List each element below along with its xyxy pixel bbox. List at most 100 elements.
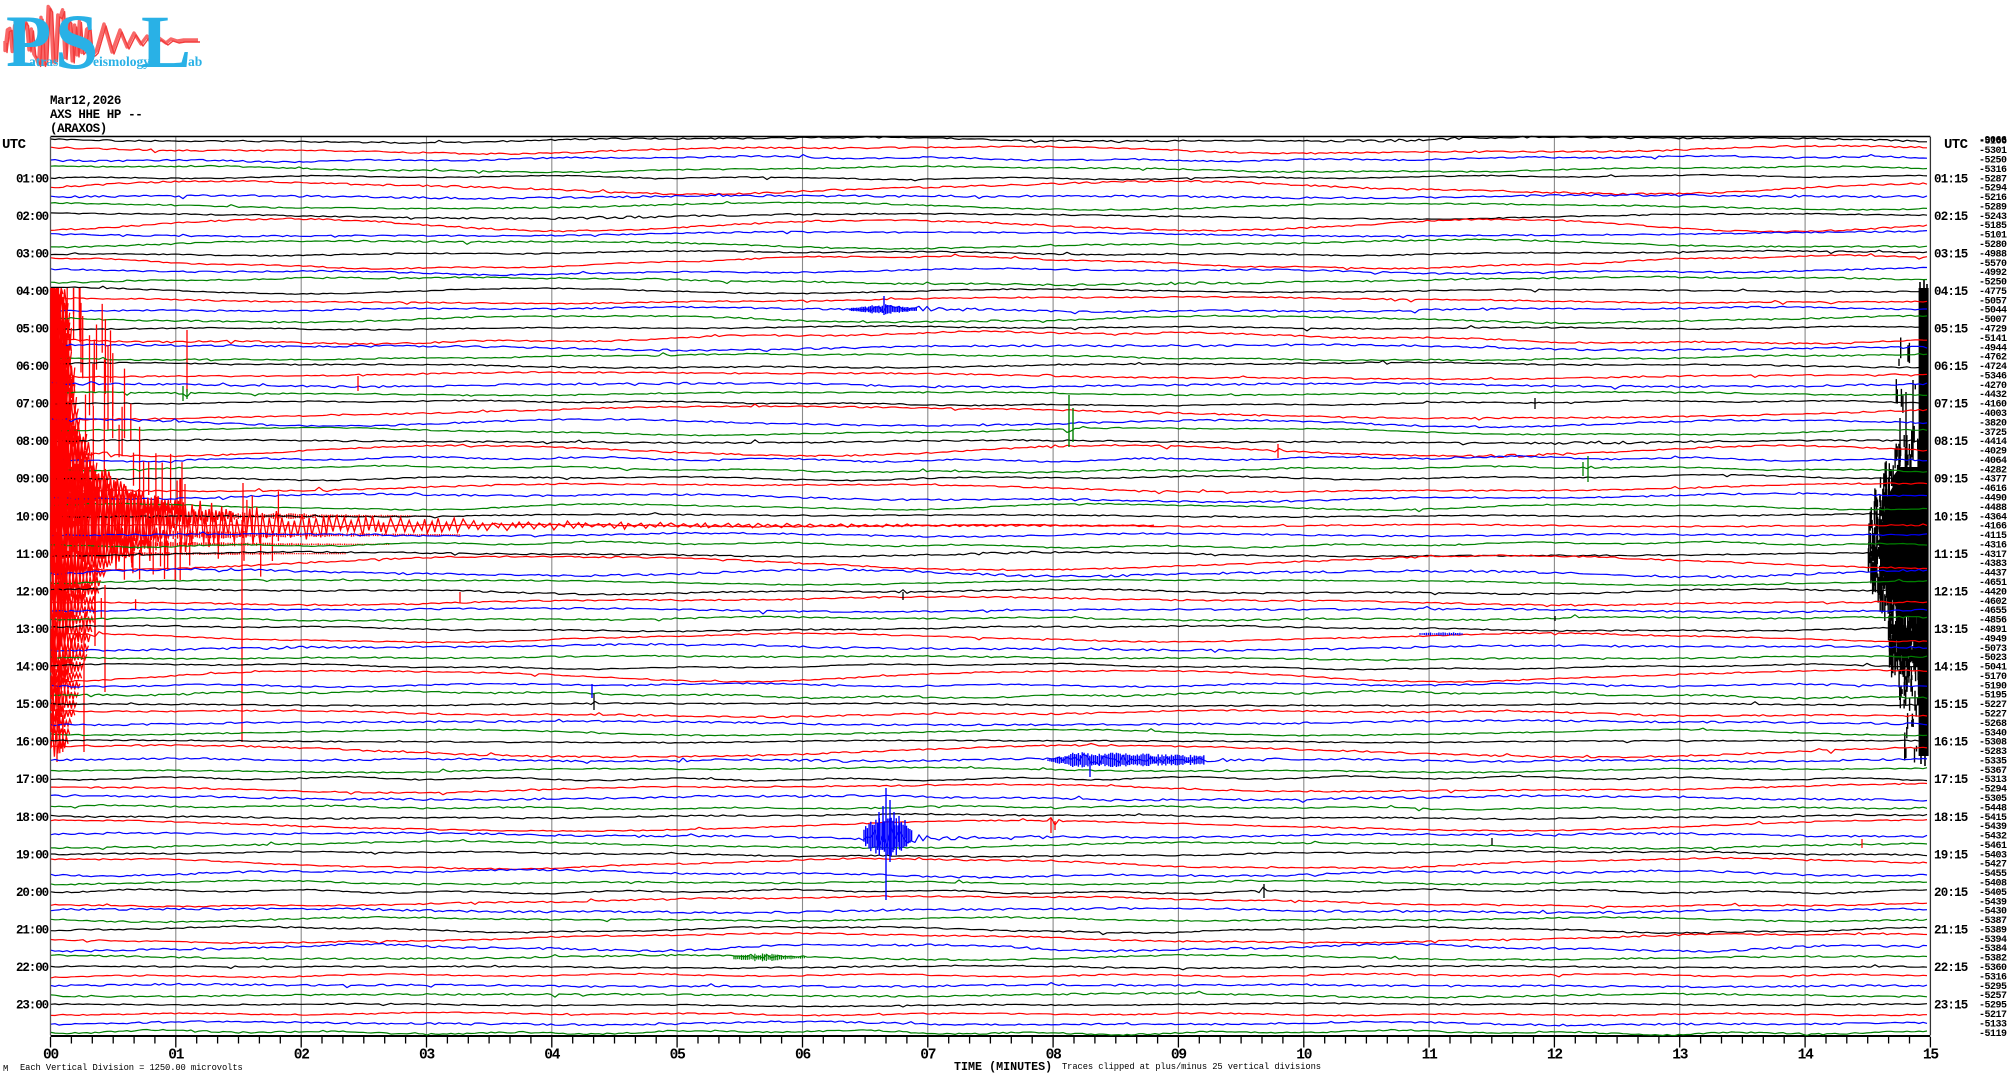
- svg-text:-5268: -5268: [1979, 719, 2007, 730]
- svg-text:22:15: 22:15: [1934, 961, 1968, 975]
- svg-text:-4364: -4364: [1979, 512, 2007, 523]
- svg-text:-5243: -5243: [1979, 212, 2007, 223]
- svg-text:-5448: -5448: [1979, 803, 2007, 814]
- svg-text:-5289: -5289: [1979, 202, 2007, 213]
- svg-text:-4115: -4115: [1979, 531, 2007, 542]
- svg-text:20:00: 20:00: [16, 886, 49, 900]
- svg-text:-9066: -9066: [1979, 136, 2007, 147]
- svg-text:11: 11: [1422, 1048, 1439, 1064]
- svg-text:-4724: -4724: [1979, 362, 2007, 373]
- svg-text:-5133: -5133: [1979, 1019, 2007, 1030]
- svg-text:(ARAXOS): (ARAXOS): [50, 122, 107, 136]
- svg-text:08: 08: [1046, 1048, 1062, 1064]
- svg-text:-5367: -5367: [1979, 766, 2007, 777]
- svg-text:-5439: -5439: [1979, 897, 2007, 908]
- svg-text:UTC: UTC: [1944, 137, 1969, 153]
- svg-text:-5294: -5294: [1979, 184, 2007, 195]
- svg-text:20:15: 20:15: [1934, 886, 1968, 900]
- svg-text:-5360: -5360: [1979, 963, 2007, 974]
- svg-text:-5250: -5250: [1979, 278, 2007, 289]
- svg-text:M: M: [3, 1064, 8, 1074]
- svg-text:-5044: -5044: [1979, 306, 2007, 317]
- svg-text:-5415: -5415: [1979, 813, 2007, 824]
- svg-text:-5432: -5432: [1979, 832, 2007, 843]
- svg-text:-4775: -4775: [1979, 287, 2007, 298]
- svg-text:-4377: -4377: [1979, 475, 2007, 486]
- svg-text:06:00: 06:00: [16, 360, 49, 374]
- svg-text:-5570: -5570: [1979, 259, 2007, 270]
- svg-text:-5023: -5023: [1979, 653, 2007, 664]
- svg-text:-4488: -4488: [1979, 503, 2007, 514]
- svg-text:-5294: -5294: [1979, 785, 2007, 796]
- svg-text:-5287: -5287: [1979, 174, 2007, 185]
- svg-text:-5283: -5283: [1979, 747, 2007, 758]
- svg-text:-4988: -4988: [1979, 249, 2007, 260]
- svg-text:-5227: -5227: [1979, 710, 2007, 721]
- svg-text:05:00: 05:00: [16, 323, 49, 337]
- svg-text:-5195: -5195: [1979, 691, 2007, 702]
- svg-text:Traces clipped at plus/minus 2: Traces clipped at plus/minus 25 vertical…: [1062, 1062, 1321, 1072]
- svg-text:-4655: -4655: [1979, 606, 2007, 617]
- svg-text:-4166: -4166: [1979, 522, 2007, 533]
- svg-text:-5257: -5257: [1979, 991, 2007, 1002]
- svg-text:16:15: 16:15: [1934, 736, 1968, 750]
- svg-text:03:00: 03:00: [16, 247, 49, 261]
- svg-text:-4949: -4949: [1979, 634, 2007, 645]
- svg-text:-4762: -4762: [1979, 353, 2007, 364]
- svg-text:-4414: -4414: [1979, 437, 2007, 448]
- svg-text:-5250: -5250: [1979, 156, 2007, 167]
- svg-text:-4160: -4160: [1979, 400, 2007, 411]
- svg-text:12:00: 12:00: [16, 585, 49, 599]
- svg-text:16:00: 16:00: [16, 736, 49, 750]
- svg-text:-5455: -5455: [1979, 869, 2007, 880]
- svg-text:-3820: -3820: [1979, 418, 2007, 429]
- svg-text:06: 06: [795, 1048, 811, 1064]
- svg-text:UTC: UTC: [2, 137, 27, 153]
- svg-text:-4270: -4270: [1979, 381, 2007, 392]
- svg-text:-5166: -5166: [1979, 137, 2007, 148]
- svg-text:-4856: -4856: [1979, 616, 2007, 627]
- svg-text:-5190: -5190: [1979, 681, 2007, 692]
- svg-text:-5439: -5439: [1979, 822, 2007, 833]
- svg-text:08:15: 08:15: [1934, 435, 1968, 449]
- svg-text:-5408: -5408: [1979, 879, 2007, 890]
- svg-text:07:00: 07:00: [16, 398, 49, 412]
- svg-text:13:15: 13:15: [1934, 623, 1968, 637]
- svg-text:07: 07: [920, 1048, 936, 1064]
- svg-text:-5405: -5405: [1979, 888, 2007, 899]
- svg-text:15: 15: [1923, 1048, 1939, 1064]
- svg-text:S: S: [55, 0, 98, 85]
- svg-text:L: L: [141, 1, 191, 84]
- svg-text:-5394: -5394: [1979, 935, 2007, 946]
- svg-text:-4316: -4316: [1979, 541, 2007, 552]
- svg-text:-5217: -5217: [1979, 1010, 2007, 1021]
- svg-text:13:00: 13:00: [16, 623, 49, 637]
- svg-text:-5346: -5346: [1979, 371, 2007, 382]
- svg-text:Each Vertical Division = 1250.: Each Vertical Division = 1250.00 microvo…: [20, 1063, 243, 1073]
- svg-text:14:00: 14:00: [16, 661, 49, 675]
- svg-text:19:15: 19:15: [1934, 848, 1968, 862]
- svg-text:P: P: [6, 1, 51, 83]
- svg-text:-5141: -5141: [1979, 334, 2007, 345]
- svg-text:23:00: 23:00: [16, 999, 49, 1013]
- svg-text:-4891: -4891: [1979, 625, 2007, 636]
- svg-text:04:00: 04:00: [16, 285, 49, 299]
- svg-text:05:15: 05:15: [1934, 323, 1968, 337]
- svg-text:04:15: 04:15: [1934, 285, 1968, 299]
- svg-text:10:00: 10:00: [16, 510, 49, 524]
- svg-text:-4992: -4992: [1979, 268, 2007, 279]
- svg-text:eismology: eismology: [93, 54, 150, 69]
- svg-text:-5119: -5119: [1979, 1029, 2007, 1040]
- svg-text:14: 14: [1798, 1048, 1815, 1064]
- svg-text:-3725: -3725: [1979, 428, 2007, 439]
- svg-text:-4437: -4437: [1979, 569, 2007, 580]
- svg-text:02:15: 02:15: [1934, 210, 1968, 224]
- svg-text:-4383: -4383: [1979, 559, 2007, 570]
- svg-text:10: 10: [1296, 1048, 1312, 1064]
- svg-text:17:15: 17:15: [1934, 773, 1968, 787]
- svg-text:-4420: -4420: [1979, 587, 2007, 598]
- svg-text:-4003: -4003: [1979, 409, 2007, 420]
- svg-text:11:15: 11:15: [1934, 548, 1968, 562]
- svg-text:21:15: 21:15: [1934, 924, 1968, 938]
- svg-text:Mar12,2026: Mar12,2026: [50, 94, 121, 108]
